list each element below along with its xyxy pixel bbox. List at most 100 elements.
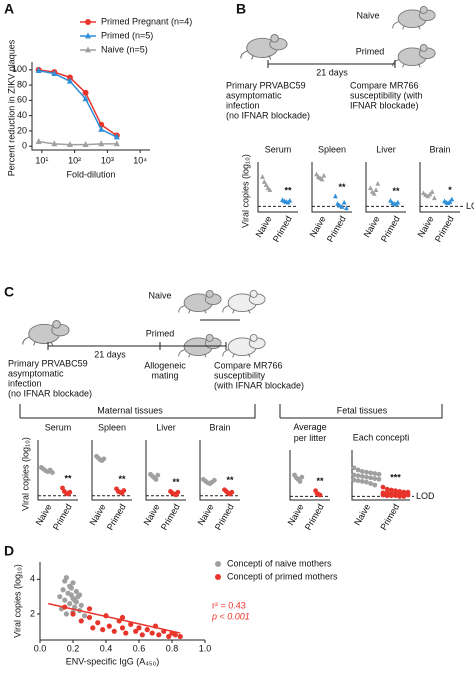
y-tick-label: 20 bbox=[17, 125, 27, 135]
legend-label: Primed (n=5) bbox=[101, 30, 153, 40]
data-point bbox=[364, 469, 369, 475]
chart-title: Spleen bbox=[98, 422, 126, 432]
significance: ** bbox=[284, 186, 292, 196]
data-point bbox=[405, 492, 411, 498]
text-block: Primary PRVABC59asymptomaticinfection(no… bbox=[226, 80, 310, 120]
x-tick-label: 10² bbox=[68, 155, 81, 165]
data-point bbox=[66, 141, 73, 148]
y-axis-label: Percent reduction in ZIKV plaques bbox=[6, 39, 16, 176]
text-line: susceptibility bbox=[214, 370, 266, 380]
data-point bbox=[372, 482, 378, 488]
data-point bbox=[149, 630, 155, 636]
data-point bbox=[106, 623, 112, 629]
data-point bbox=[153, 477, 159, 482]
text-line: (with IFNAR blockade) bbox=[214, 380, 304, 390]
data-point bbox=[263, 182, 269, 188]
data-point bbox=[86, 614, 93, 621]
data-point bbox=[384, 486, 390, 492]
chart-title: Liver bbox=[376, 144, 396, 154]
data-point bbox=[139, 632, 145, 638]
panel-letters: A B C D bbox=[4, 1, 246, 559]
data-point bbox=[60, 587, 66, 593]
data-point bbox=[432, 195, 437, 201]
data-point bbox=[445, 200, 451, 206]
chart-title: Serum bbox=[45, 422, 72, 432]
data-point bbox=[364, 474, 369, 480]
axis bbox=[199, 440, 240, 501]
text-block: Primary PRVABC59asymptomaticinfection(no… bbox=[8, 358, 92, 398]
data-point bbox=[98, 140, 105, 147]
x-axis-label: Fold-dilution bbox=[66, 169, 115, 179]
lod-label: LOD bbox=[416, 491, 435, 501]
data-point bbox=[380, 484, 386, 490]
data-point bbox=[368, 185, 373, 191]
chart-title: Brain bbox=[209, 422, 230, 432]
bracket bbox=[279, 404, 443, 419]
x-tick-label: Primed bbox=[379, 214, 402, 244]
interval-label: 21 days bbox=[94, 349, 126, 359]
data-point bbox=[177, 633, 183, 640]
y-axis-label: Viral copies (log₁₀) bbox=[240, 154, 250, 228]
data-point bbox=[82, 89, 89, 96]
legend-marker bbox=[215, 561, 221, 567]
data-point bbox=[67, 489, 73, 495]
data-point bbox=[449, 196, 455, 202]
series-line bbox=[38, 69, 118, 137]
data-point bbox=[62, 578, 68, 584]
data-point bbox=[78, 618, 84, 624]
data-point bbox=[287, 197, 293, 203]
data-point bbox=[368, 481, 374, 486]
text-line: Compare MR766 bbox=[350, 80, 419, 90]
data-point bbox=[351, 472, 357, 478]
data-point bbox=[95, 620, 101, 626]
data-point bbox=[359, 474, 365, 479]
axis bbox=[311, 162, 352, 213]
x-tick-label: Primed bbox=[433, 214, 456, 244]
significance: ** bbox=[118, 474, 126, 484]
text-line: infection bbox=[8, 378, 42, 388]
panel-letter: A bbox=[4, 1, 14, 17]
data-point bbox=[98, 125, 105, 132]
y-tick-label: 40 bbox=[17, 110, 27, 120]
text-line: (no IFNAR blockade) bbox=[8, 388, 92, 398]
axis bbox=[365, 162, 406, 213]
data-point bbox=[90, 625, 96, 631]
data-point bbox=[355, 473, 361, 479]
data-point bbox=[57, 594, 63, 600]
x-tick-label: 0.8 bbox=[166, 643, 179, 653]
legend-label: Concepti of naive mothers bbox=[227, 558, 332, 568]
group-label: Naive bbox=[356, 10, 379, 20]
chart-title: Each concepti bbox=[353, 432, 410, 442]
x-tick-label: Primed bbox=[303, 502, 326, 532]
chart-title: Spleen bbox=[318, 144, 346, 154]
data-point bbox=[66, 77, 73, 84]
data-point bbox=[373, 187, 379, 193]
axis bbox=[37, 440, 78, 501]
data-point bbox=[136, 625, 142, 631]
chart-title: Serum bbox=[265, 144, 292, 154]
mouse-icon bbox=[222, 289, 266, 314]
data-point bbox=[421, 190, 426, 196]
x-tick-label: Primed bbox=[213, 502, 236, 532]
annotation: p < 0.001 bbox=[211, 611, 250, 621]
group-label: Naive bbox=[148, 290, 171, 300]
data-point bbox=[447, 199, 453, 204]
data-point bbox=[299, 474, 305, 480]
data-point bbox=[100, 627, 106, 633]
data-point bbox=[333, 193, 338, 199]
data-point bbox=[351, 465, 357, 471]
data-point bbox=[82, 141, 89, 148]
data-point bbox=[35, 66, 42, 73]
data-point bbox=[261, 179, 267, 184]
data-point bbox=[212, 477, 217, 483]
data-point bbox=[341, 199, 347, 205]
x-tick-label: Naive bbox=[362, 214, 382, 239]
legend-label: Primed Pregnant (n=4) bbox=[101, 16, 192, 26]
mouse-icon bbox=[392, 43, 436, 68]
chart-title: Brain bbox=[429, 144, 450, 154]
chart-title: Average per litter bbox=[293, 422, 326, 443]
legend-label: Concepti of primed mothers bbox=[227, 571, 338, 581]
x-tick-label: Primed bbox=[378, 502, 401, 532]
